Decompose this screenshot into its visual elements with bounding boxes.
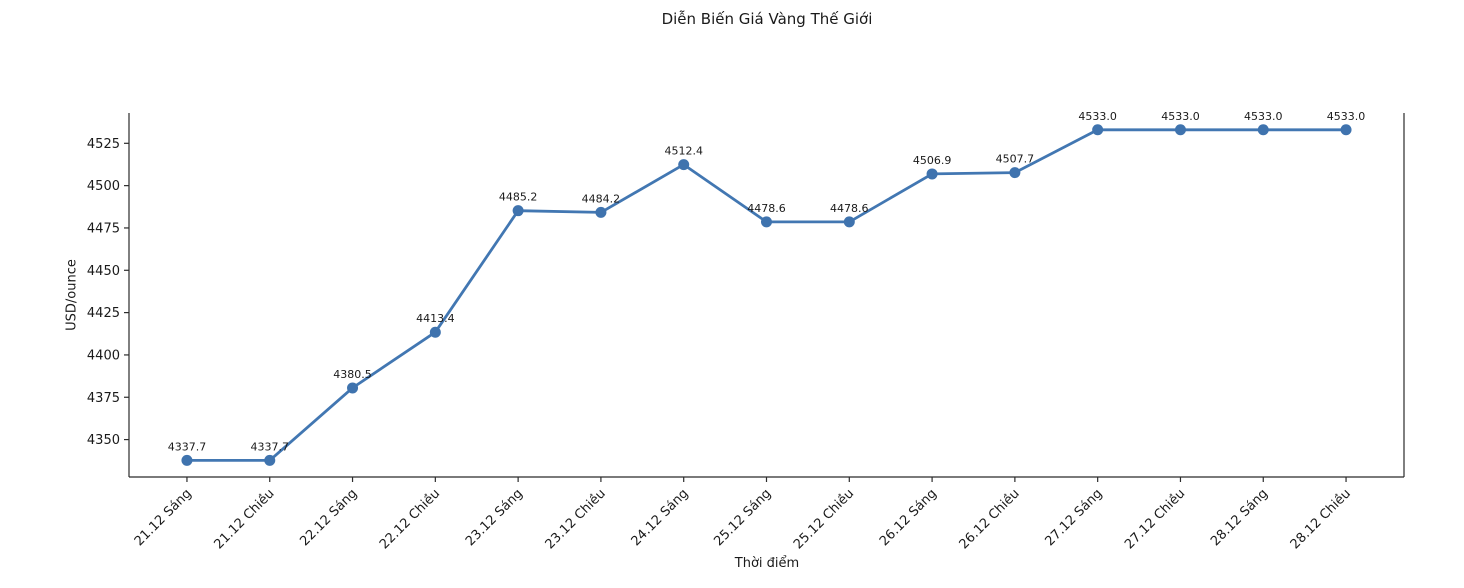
- x-tick-label: 22.12 Sáng: [297, 486, 360, 549]
- x-tick-label: 26.12 Sáng: [877, 486, 940, 549]
- y-axis-title: USD/ounce: [64, 259, 80, 331]
- y-tick-label: 4525: [87, 137, 120, 152]
- x-tick-label: 28.12 Chiều: [1288, 486, 1354, 552]
- x-tick-label: 27.12 Sáng: [1043, 486, 1106, 549]
- data-point-marker: [1340, 124, 1352, 136]
- data-point-label: 4512.4: [664, 145, 703, 158]
- chart-title: Diễn Biến Giá Vàng Thế Giới: [661, 10, 873, 28]
- data-point-marker: [1092, 124, 1104, 136]
- y-tick-label: 4400: [87, 348, 120, 363]
- x-tick-label: 26.12 Chiều: [957, 486, 1023, 552]
- y-tick-label: 4350: [87, 433, 120, 448]
- data-point-marker: [429, 326, 441, 338]
- data-point-marker: [347, 382, 359, 394]
- data-point-marker: [843, 216, 855, 228]
- data-point-label: 4478.6: [747, 202, 786, 215]
- data-point-label: 4337.7: [250, 440, 289, 453]
- data-point-label: 4506.9: [913, 154, 952, 167]
- y-tick-label: 4475: [87, 221, 120, 236]
- data-point-marker: [678, 159, 690, 171]
- data-point-marker: [512, 205, 524, 217]
- x-tick-label: 21.12 Chiều: [211, 486, 277, 552]
- data-point-marker: [181, 454, 193, 466]
- y-tick-label: 4500: [87, 179, 120, 194]
- x-tick-label: 23.12 Sáng: [463, 486, 526, 549]
- x-axis-title: Thời điểm: [734, 556, 800, 571]
- data-point-label: 4533.0: [1244, 110, 1283, 123]
- data-point-marker: [761, 216, 772, 228]
- data-point-marker: [926, 168, 938, 180]
- data-point-label: 4484.2: [582, 192, 621, 205]
- x-tick-label: 28.12 Sáng: [1208, 486, 1271, 549]
- x-tick-label: 22.12 Chiều: [377, 486, 443, 552]
- data-point-marker: [1174, 124, 1186, 136]
- data-point-label: 4337.7: [168, 440, 207, 453]
- x-tick-label: 27.12 Chiều: [1122, 486, 1188, 552]
- y-tick-label: 4375: [87, 391, 120, 406]
- price-line: [185, 128, 1348, 462]
- data-point-label: 4533.0: [1161, 110, 1200, 123]
- x-tick-label: 25.12 Chiều: [791, 486, 857, 552]
- data-point-marker: [1257, 124, 1269, 136]
- y-tick-label: 4425: [87, 306, 120, 321]
- y-tick-label: 4450: [87, 264, 120, 279]
- data-point-label: 4413.4: [416, 312, 455, 325]
- data-point-label: 4533.0: [1078, 110, 1117, 123]
- data-point-label: 4485.2: [499, 191, 538, 204]
- x-tick-label: 23.12 Chiều: [543, 486, 609, 552]
- data-point-marker: [1009, 167, 1021, 179]
- x-tick-label: 21.12 Sáng: [132, 486, 195, 549]
- data-point-marker: [595, 206, 607, 218]
- data-point-marker: [264, 454, 276, 466]
- data-point-label: 4478.6: [830, 202, 869, 215]
- x-tick-label: 25.12 Sáng: [711, 486, 774, 549]
- data-point-label: 4507.7: [996, 153, 1035, 166]
- x-tick-label: 24.12 Sáng: [629, 486, 692, 549]
- data-point-label: 4533.0: [1327, 110, 1366, 123]
- data-point-label: 4380.5: [333, 368, 372, 381]
